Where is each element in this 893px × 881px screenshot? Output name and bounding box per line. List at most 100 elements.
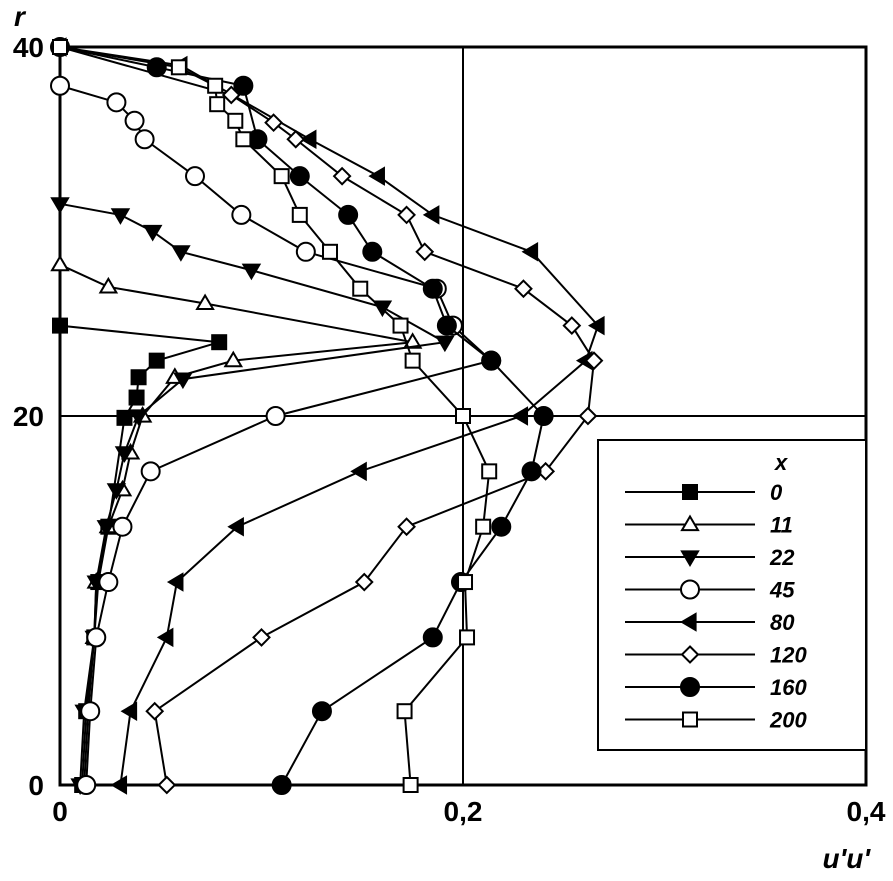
legend-label: 200 [769,708,807,733]
legend-label: 120 [770,643,807,668]
marker [142,224,163,242]
marker [291,206,308,223]
marker [227,516,244,537]
marker [286,129,306,149]
marker [211,334,228,351]
x-tick-label: 0,4 [847,796,886,827]
marker [350,461,367,482]
marker [50,197,70,214]
legend-item: 45 [625,578,795,603]
marker [273,168,290,185]
y-tick-label: 0 [28,770,44,801]
marker [578,406,598,426]
marker [235,131,252,148]
legend-item: 22 [625,545,795,570]
series [52,317,228,793]
legend-item: 0 [625,480,783,505]
series-line [59,202,448,786]
marker [171,245,191,262]
marker [98,572,119,593]
marker [106,483,127,500]
y-tick-label: 20 [13,401,44,432]
marker [354,572,374,592]
marker [533,406,554,426]
legend-item: 200 [625,708,807,733]
marker [170,59,187,76]
marker [134,129,155,150]
marker [402,332,423,349]
marker [140,461,161,482]
marker [166,572,184,592]
marker [156,627,174,648]
marker [397,205,416,225]
marker [106,92,127,113]
marker [112,516,133,537]
series [50,37,604,795]
marker [402,777,419,793]
marker [584,351,604,371]
marker [50,254,70,272]
legend-label: 0 [770,480,783,505]
marker [481,350,502,371]
legend-item: 11 [625,513,793,538]
legend-label: 22 [769,545,795,570]
marker [295,241,316,262]
marker [185,166,206,187]
marker [680,645,700,664]
series-line [59,84,494,786]
legend-item: 160 [625,675,807,700]
marker [436,315,457,336]
marker [223,350,244,368]
marker [491,516,512,537]
marker [271,775,292,795]
marker [145,701,165,721]
marker [588,315,605,336]
x-tick-label: 0,2 [444,796,483,827]
marker [80,701,101,722]
y-tick-label: 40 [13,32,44,63]
marker [311,701,332,722]
marker [299,129,317,149]
x-tick-label: 0 [52,796,68,827]
marker [110,775,128,795]
marker [114,446,135,463]
marker [195,293,215,311]
legend-item: 80 [625,610,795,635]
marker [435,335,455,353]
legend-label: 80 [770,610,795,635]
marker [368,166,385,186]
marker [397,517,416,537]
marker [680,579,700,600]
marker [173,372,193,390]
marker [521,461,542,482]
series [50,75,502,795]
x-axis-label: u'u' [822,843,871,874]
legend-title: x [774,450,788,475]
marker [680,550,700,567]
marker [457,574,474,591]
marker [96,520,117,537]
marker [362,241,383,262]
marker [680,677,700,697]
marker [404,352,421,369]
legend-label: 45 [769,578,795,603]
marker [392,317,409,334]
series [52,39,498,793]
marker [120,701,138,721]
marker [682,711,698,728]
marker [252,627,271,647]
marker [459,629,476,646]
marker [332,166,352,186]
marker [86,627,107,648]
marker [146,57,167,78]
marker [124,110,145,131]
legend-box [597,439,867,751]
marker [128,409,149,426]
marker [415,242,435,262]
series [50,37,554,795]
marker [562,316,582,336]
marker [128,389,145,406]
marker [352,280,369,297]
marker [148,352,165,369]
